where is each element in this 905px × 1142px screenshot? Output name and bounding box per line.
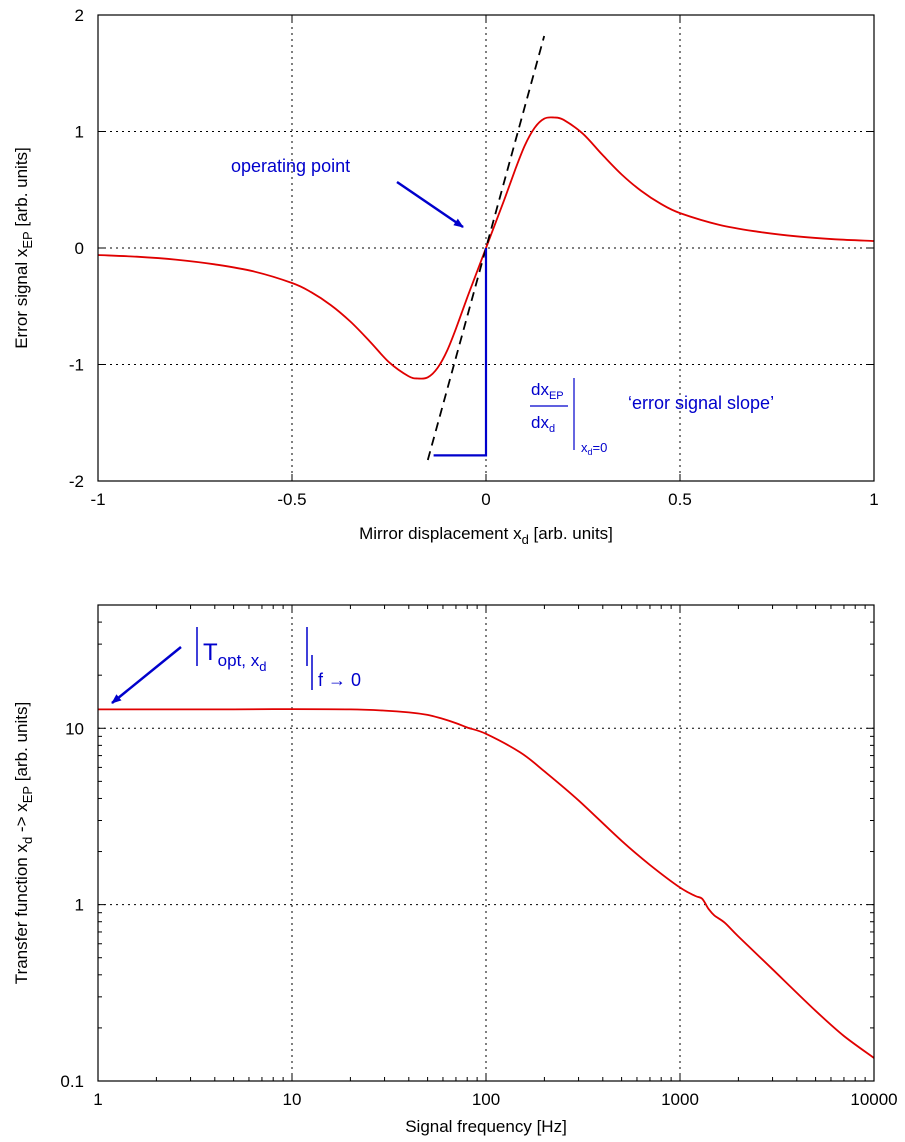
x-tick-label: 1000 (661, 1090, 699, 1109)
slope-eval-label: xd=0 (581, 440, 607, 457)
error-signal-chart: -1 -0.5 0 0.5 1 -2 -1 0 1 2 Mirror displacement x… (12, 6, 879, 547)
x-tick-label: 100 (472, 1090, 500, 1109)
y-tick-label: 1 (75, 123, 84, 142)
transfer-function-curve (97, 708, 875, 1059)
x-tick-label: -0.5 (277, 490, 306, 509)
x-tick-label: 1 (869, 490, 878, 509)
x-axis-label: Mirror displacement xd [arb. units] (359, 524, 613, 547)
dc-gain-arrow (111, 646, 182, 704)
limit-label: f → 0 (318, 670, 361, 690)
slope-annotation: dxEP dxd xd=0 ‘error signal slope’ (530, 378, 774, 457)
x-tick-label: -1 (90, 490, 105, 509)
series-group (97, 708, 875, 1059)
slope-denominator: dxd (531, 413, 555, 435)
transfer-function-chart: 1 10 100 1000 10000 0.1 1 10 Signal frequency [… (12, 604, 898, 1136)
x-tick-label: 10 (283, 1090, 302, 1109)
y-axis-label: Error signal xEP [arb. units] (12, 147, 35, 349)
operating-point-label: operating point (231, 156, 350, 176)
series-group (97, 35, 875, 461)
tick-labels: -1 -0.5 0 0.5 1 -2 -1 0 1 2 (69, 6, 879, 509)
plot-frame (97, 604, 875, 1082)
slope-numerator: dxEP (531, 380, 564, 402)
transfer-function-symbol: Topt, xd (203, 639, 267, 674)
y-tick-label: 0.1 (60, 1072, 84, 1091)
y-tick-label: 2 (75, 6, 84, 25)
x-tick-label: 10000 (850, 1090, 897, 1109)
slope-tangent-line (426, 35, 546, 461)
slope-triangle (433, 248, 488, 457)
y-tick-label: -2 (69, 472, 84, 491)
y-tick-label: 1 (75, 896, 84, 915)
x-tick-label: 0.5 (668, 490, 692, 509)
x-axis-label: Signal frequency [Hz] (405, 1117, 567, 1136)
x-tick-label: 0 (481, 490, 490, 509)
tick-labels: 1 10 100 1000 10000 0.1 1 10 (60, 719, 897, 1109)
y-tick-label: -1 (69, 356, 84, 375)
plot-frame (97, 14, 875, 482)
x-tick-label: 1 (93, 1090, 102, 1109)
slope-caption: ‘error signal slope’ (628, 393, 774, 413)
grid (97, 604, 875, 1082)
y-axis-label: Transfer function xd -> xEP [arb. units] (12, 702, 35, 984)
y-tick-label: 10 (65, 719, 84, 738)
dc-gain-annotation: Topt, xd f → 0 (111, 627, 361, 704)
y-tick-label: 0 (75, 239, 84, 258)
operating-point-arrow (396, 180, 464, 229)
